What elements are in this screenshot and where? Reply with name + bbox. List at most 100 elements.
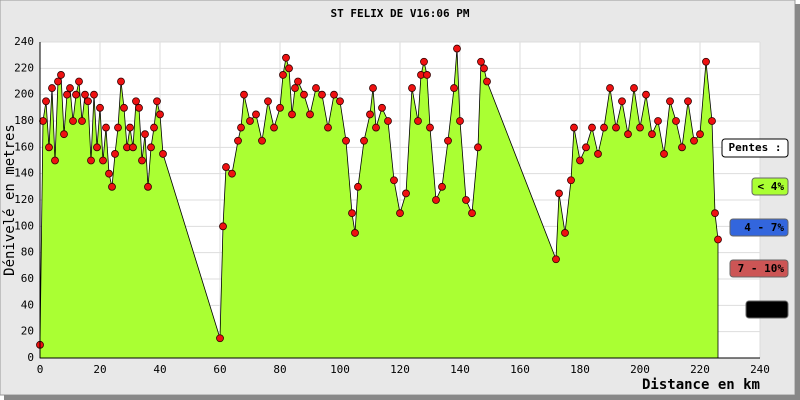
x-tick-label: 80 [273, 363, 286, 376]
elevation-point [660, 150, 668, 158]
y-tick-label: 220 [14, 61, 34, 74]
elevation-point [369, 84, 377, 92]
elevation-point [222, 163, 230, 171]
elevation-point [462, 196, 470, 204]
elevation-point [576, 156, 584, 165]
elevation-point [480, 64, 488, 73]
x-tick-label: 60 [213, 363, 226, 376]
elevation-point [132, 97, 140, 106]
elevation-point [153, 97, 161, 106]
x-tick-label: 140 [450, 363, 470, 376]
elevation-point [285, 64, 293, 73]
elevation-point [147, 143, 155, 152]
elevation-point [390, 176, 398, 185]
elevation-point [570, 123, 578, 132]
elevation-point [318, 90, 326, 99]
elevation-point [630, 84, 638, 92]
elevation-point [135, 103, 143, 112]
y-tick-label: 240 [14, 35, 34, 48]
elevation-point [324, 123, 332, 132]
elevation-point [54, 77, 62, 86]
elevation-point [120, 103, 128, 112]
elevation-point [414, 117, 422, 125]
x-tick-label: 100 [330, 363, 350, 376]
elevation-point [81, 90, 89, 99]
elevation-point [378, 103, 386, 112]
elevation-point [117, 77, 125, 86]
elevation-point [555, 189, 563, 198]
y-tick-label: 120 [14, 193, 34, 206]
elevation-point [552, 255, 560, 264]
elevation-point [426, 123, 434, 132]
y-tick-label: 60 [21, 272, 34, 285]
x-tick-label: 180 [570, 363, 590, 376]
elevation-point [216, 334, 224, 343]
elevation-point [702, 57, 710, 66]
elevation-point [48, 84, 56, 92]
y-axis-label: Dénivelé en metres [2, 124, 18, 276]
elevation-point [444, 136, 452, 145]
elevation-point [306, 110, 314, 119]
y-tick-label: 140 [14, 167, 34, 180]
shadow [4, 395, 800, 400]
elevation-point [384, 117, 392, 125]
elevation-point [102, 123, 110, 132]
elevation-point [60, 130, 68, 139]
elevation-point [228, 169, 236, 178]
elevation-point [126, 123, 134, 132]
elevation-point [87, 156, 95, 165]
elevation-point [474, 143, 482, 152]
y-tick-label: 0 [27, 351, 34, 364]
elevation-point [420, 57, 428, 66]
elevation-point [282, 53, 290, 62]
legend-label: < 4% [758, 180, 785, 193]
elevation-point [129, 143, 137, 152]
elevation-point [294, 77, 302, 86]
y-tick-label: 80 [21, 246, 34, 259]
elevation-point [402, 189, 410, 198]
elevation-point [648, 130, 656, 139]
elevation-point [288, 110, 296, 119]
elevation-point [330, 90, 338, 99]
chart-title: ST FELIX DE V16:06 PM [330, 7, 469, 20]
y-tick-label: 180 [14, 114, 34, 127]
elevation-point [240, 90, 248, 99]
x-tick-label: 160 [510, 363, 530, 376]
elevation-point [372, 123, 380, 132]
elevation-point [561, 229, 569, 237]
legend-swatch [751, 177, 789, 196]
elevation-point [276, 103, 284, 112]
elevation-point [111, 150, 119, 158]
elevation-point [78, 117, 86, 125]
elevation-point [69, 117, 77, 125]
elevation-point [360, 136, 368, 145]
elevation-point [624, 130, 632, 139]
elevation-point [99, 156, 107, 165]
elevation-point [600, 123, 608, 132]
legend-label: 7 - 10% [738, 262, 785, 275]
elevation-point [642, 90, 650, 99]
elevation-point [567, 176, 575, 185]
x-tick-label: 220 [690, 363, 710, 376]
elevation-point [84, 97, 92, 106]
x-tick-label: 20 [93, 363, 106, 376]
x-tick-label: 40 [153, 363, 166, 376]
elevation-point [684, 97, 692, 106]
elevation-point [72, 90, 80, 99]
elevation-point [666, 97, 674, 106]
elevation-area [39, 48, 719, 359]
elevation-point [582, 143, 590, 152]
legend-title: Pentes : [729, 141, 782, 154]
elevation-point [432, 196, 440, 204]
elevation-point [270, 123, 278, 132]
legend-title-box [721, 138, 789, 158]
elevation-point [450, 84, 458, 92]
elevation-point [588, 123, 596, 132]
elevation-point [354, 182, 362, 191]
elevation-point [714, 235, 722, 244]
elevation-point [351, 229, 359, 237]
legend-label: 4 - 7% [744, 221, 784, 234]
elevation-point [138, 156, 146, 165]
elevation-point [594, 150, 602, 158]
elevation-point [348, 209, 356, 218]
